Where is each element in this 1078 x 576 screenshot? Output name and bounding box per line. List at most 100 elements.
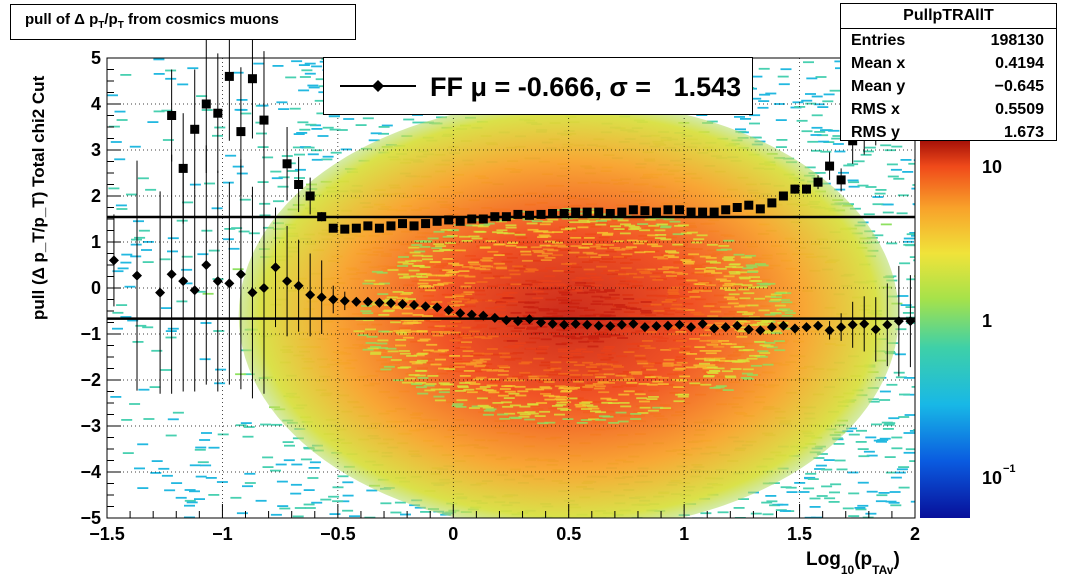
heatmap-cell <box>298 64 310 66</box>
heatmap-cell <box>322 126 334 129</box>
heatmap-cell <box>696 114 708 116</box>
heatmap-cell <box>536 326 548 328</box>
heatmap-cell <box>645 288 657 291</box>
heatmap-cell <box>537 287 549 290</box>
heatmap-cell <box>473 378 485 381</box>
heatmap-cell <box>463 370 475 372</box>
heatmap-cell <box>750 97 762 100</box>
heatmap-cell <box>651 245 663 248</box>
heatmap-cell <box>517 411 529 414</box>
heatmap-cell <box>811 95 823 98</box>
heatmap-cell <box>754 297 765 300</box>
heatmap-cell <box>815 464 827 467</box>
heatmap-cell <box>692 289 704 292</box>
heatmap-cell <box>582 374 594 376</box>
heatmap-cell <box>422 349 434 352</box>
heatmap-cell <box>612 319 624 322</box>
heatmap-cell <box>299 128 311 131</box>
heatmap-cell <box>816 453 828 455</box>
heatmap-cell <box>886 383 898 386</box>
data-point-diamond <box>813 320 824 331</box>
heatmap-cell <box>416 330 428 332</box>
heatmap-cell <box>778 83 790 86</box>
heatmap-cell <box>362 117 374 120</box>
heatmap-cell <box>419 266 431 269</box>
y-tick-label: 1 <box>91 232 101 252</box>
heatmap-cell <box>448 262 460 265</box>
heatmap-cell <box>496 302 508 305</box>
heatmap-cell <box>531 285 543 288</box>
heatmap-cell <box>903 237 915 240</box>
heatmap-cell <box>589 363 601 366</box>
heatmap-cell <box>496 293 508 296</box>
heatmap-cell <box>460 346 472 349</box>
heatmap-cell <box>204 182 215 185</box>
heatmap-cell <box>437 282 449 285</box>
heatmap-cell <box>481 259 493 262</box>
heatmap-cell <box>500 401 512 404</box>
heatmap-cell <box>599 213 611 216</box>
heatmap-cell <box>551 287 563 290</box>
heatmap-cell <box>432 250 444 252</box>
heatmap-cell <box>547 218 559 221</box>
heatmap-cell <box>609 379 621 382</box>
heatmap-cell <box>475 293 487 296</box>
heatmap-cell <box>741 372 753 375</box>
heatmap-cell <box>464 305 476 308</box>
data-point-diamond <box>316 292 327 303</box>
heatmap-cell <box>909 232 915 234</box>
heatmap-cell <box>887 175 899 178</box>
heatmap-cell <box>311 501 323 504</box>
heatmap-cell <box>758 100 770 102</box>
heatmap-cell <box>616 355 628 358</box>
heatmap-cell <box>184 499 196 502</box>
data-point-square <box>825 161 835 171</box>
heatmap-cell <box>541 252 553 255</box>
heatmap-cell <box>671 271 683 274</box>
x-tick-label: 1 <box>679 524 689 544</box>
heatmap-cell <box>738 498 749 500</box>
heatmap-cell <box>817 134 829 137</box>
heatmap-cell <box>637 223 649 225</box>
heatmap-cell <box>431 301 443 303</box>
heatmap-cell <box>151 349 163 352</box>
heatmap-cell <box>232 165 244 168</box>
heatmap-cell <box>194 448 206 451</box>
heatmap-cell <box>162 139 174 141</box>
heatmap-cell <box>189 183 201 186</box>
heatmap-cell <box>498 352 510 355</box>
y-tick-label: 5 <box>91 48 101 68</box>
z-tick-exponent: −1 <box>1003 463 1016 475</box>
heatmap-cell <box>555 403 567 406</box>
data-point-diamond <box>293 280 304 291</box>
heatmap-cell <box>771 332 783 334</box>
heatmap-cell <box>848 433 860 436</box>
heatmap-cell <box>624 224 636 227</box>
heatmap-cell <box>603 311 615 314</box>
data-point-square <box>282 159 292 169</box>
heatmap-cell <box>435 358 446 361</box>
heatmap-cell <box>740 256 752 259</box>
heatmap-cell <box>705 266 717 269</box>
heatmap-cell <box>592 279 604 281</box>
heatmap-cell <box>434 325 446 328</box>
heatmap-cell <box>597 381 609 384</box>
heatmap-cell <box>828 129 840 132</box>
heatmap-cell <box>704 270 715 273</box>
heatmap-cell <box>496 327 508 330</box>
heatmap-cell <box>669 326 680 328</box>
heatmap-cell <box>660 349 672 351</box>
heatmap-cell <box>575 405 587 408</box>
heatmap-cell <box>575 348 587 351</box>
heatmap-cell <box>689 296 701 298</box>
heatmap-cell <box>141 249 152 251</box>
heatmap-cell <box>260 423 272 426</box>
heatmap-cell <box>303 146 315 149</box>
heatmap-cell <box>231 227 243 229</box>
heatmap-cell <box>138 229 150 232</box>
heatmap-cell <box>461 240 473 242</box>
data-point-diamond <box>801 322 812 333</box>
heatmap-cell <box>387 269 399 271</box>
heatmap-cell <box>242 435 254 438</box>
heatmap-cell <box>506 377 518 380</box>
